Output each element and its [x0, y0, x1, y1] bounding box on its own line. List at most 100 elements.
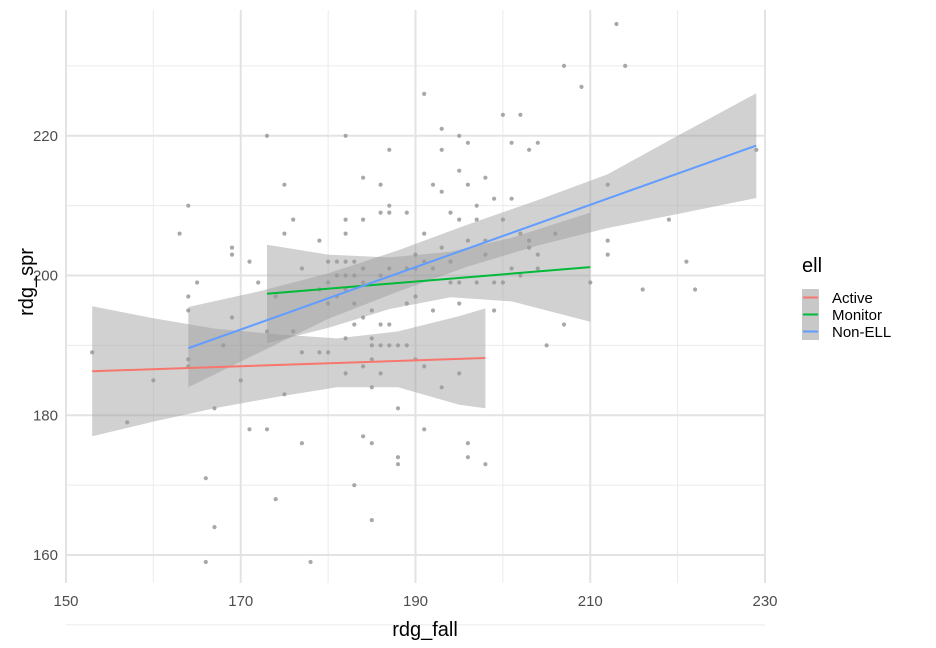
data-point	[457, 133, 462, 138]
data-point	[465, 238, 470, 243]
data-point	[395, 343, 401, 348]
data-point	[527, 238, 532, 243]
data-point	[500, 280, 505, 285]
data-point	[422, 364, 427, 369]
data-point	[509, 140, 514, 145]
data-point	[492, 280, 497, 285]
data-point	[457, 301, 462, 306]
x-tick-label: 170	[228, 593, 253, 610]
regression-line-active	[92, 356, 486, 373]
data-point	[343, 259, 348, 264]
data-point	[623, 63, 628, 68]
data-point	[282, 231, 287, 236]
x-axis-title: rdg_fall	[392, 619, 458, 641]
data-point	[203, 476, 208, 481]
data-point	[195, 280, 200, 285]
data-point	[317, 350, 322, 355]
x-tick-label: 230	[752, 593, 777, 610]
legend-entry-non-ell: Non-ELL	[802, 323, 891, 341]
data-point	[535, 252, 540, 257]
data-point	[361, 364, 366, 369]
data-point	[352, 322, 357, 327]
data-point	[90, 350, 95, 355]
data-point	[474, 203, 479, 208]
data-point	[465, 140, 470, 145]
y-axis-title: rdg_spr	[16, 248, 38, 316]
data-point	[404, 343, 409, 348]
data-point	[334, 259, 339, 264]
data-point	[369, 308, 374, 313]
data-point	[326, 350, 331, 355]
data-point	[483, 175, 488, 180]
data-point	[395, 462, 401, 467]
data-point	[527, 245, 532, 250]
data-point	[308, 559, 313, 565]
data-point	[465, 182, 470, 187]
x-tick-label: 210	[578, 593, 603, 610]
data-point	[605, 252, 610, 257]
data-point	[579, 84, 584, 89]
x-tick-label: 150	[53, 593, 78, 610]
data-point	[404, 210, 409, 215]
data-point	[299, 266, 304, 271]
data-point	[361, 217, 366, 222]
data-point	[666, 217, 672, 222]
data-point	[369, 343, 374, 348]
data-point	[430, 308, 436, 313]
data-point	[378, 273, 383, 278]
data-point	[203, 559, 208, 565]
data-point	[256, 280, 261, 285]
legend-entry-active: Active	[802, 289, 873, 307]
data-point	[264, 133, 270, 138]
data-point	[282, 392, 287, 397]
data-point	[457, 168, 462, 173]
confidence-band-monitor	[267, 212, 591, 344]
data-point	[448, 210, 453, 215]
data-point	[369, 385, 374, 390]
data-point	[500, 217, 505, 222]
regression-line-monitor	[266, 266, 591, 295]
data-point	[229, 252, 235, 257]
data-point	[457, 217, 462, 222]
data-point	[334, 273, 339, 278]
data-point	[640, 287, 645, 292]
confidence-band-non-ell	[188, 93, 757, 388]
data-point	[457, 280, 462, 285]
data-point	[439, 189, 444, 194]
data-point	[465, 455, 470, 460]
data-point	[387, 147, 392, 152]
y-tick-label: 200	[33, 268, 58, 285]
data-point	[422, 427, 427, 432]
data-point	[291, 329, 296, 334]
y-tick-label: 160	[33, 547, 58, 564]
data-point	[369, 357, 374, 362]
data-point	[395, 406, 401, 411]
data-point	[483, 252, 488, 257]
data-point	[361, 434, 366, 439]
data-point	[343, 371, 348, 376]
data-point	[177, 231, 182, 236]
data-point	[404, 301, 409, 306]
x-axis-ticks: 150 170 190 210 230	[53, 593, 777, 610]
data-point	[500, 112, 505, 117]
data-point	[247, 427, 252, 432]
confidence-band-active	[92, 306, 486, 437]
data-point	[605, 182, 610, 187]
legend-label: Active	[832, 290, 873, 307]
data-point	[352, 259, 357, 264]
data-point	[474, 280, 479, 285]
data-point	[430, 266, 436, 271]
data-point	[378, 371, 383, 376]
data-point	[553, 231, 558, 236]
data-point	[561, 322, 567, 327]
data-point	[448, 280, 453, 285]
data-point	[343, 336, 348, 341]
data-point	[221, 343, 226, 348]
data-point	[343, 287, 348, 292]
data-point	[343, 133, 348, 138]
data-point	[238, 378, 243, 383]
data-point	[754, 147, 759, 152]
